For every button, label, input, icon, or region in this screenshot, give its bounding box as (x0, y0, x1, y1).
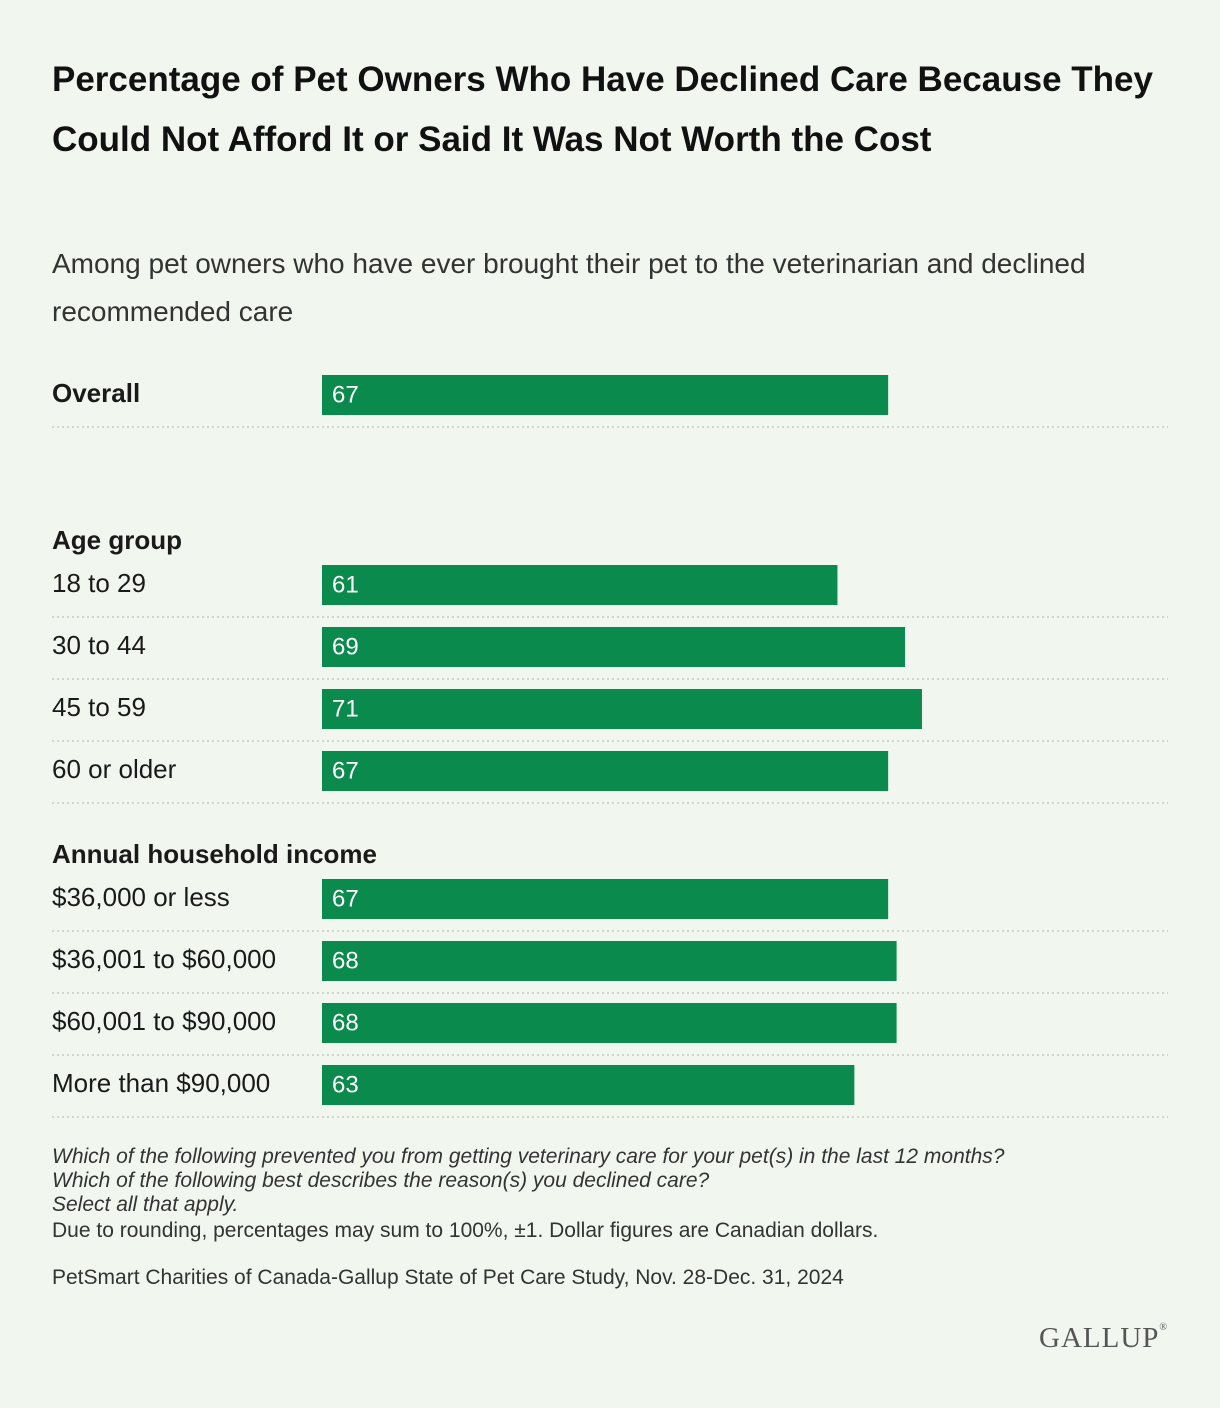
row-label: 60 or older (52, 754, 177, 784)
bar (322, 1065, 855, 1105)
group-header: Annual household income (52, 839, 377, 869)
bar (322, 941, 897, 981)
question-1: Which of the following prevented you fro… (52, 1145, 1005, 1168)
bar-value-label: 61 (332, 571, 359, 598)
bar-value-label: 67 (332, 885, 359, 912)
trademark-mark: ® (1159, 1322, 1168, 1333)
bar-chart: Overall 67 Age group 18 to 29 61 30 to 44 69 45… (52, 375, 1168, 1118)
bar (322, 879, 889, 919)
bar-value-label: 63 (332, 1071, 359, 1098)
bar-value-label: 69 (332, 633, 359, 660)
bar-value-label: 68 (332, 1009, 359, 1036)
bar (322, 627, 906, 667)
question-2: Which of the following best describes th… (52, 1169, 710, 1192)
row-label: $60,001 to $90,000 (52, 1006, 276, 1036)
bar (322, 1003, 897, 1043)
bar-value-label: 68 (332, 947, 359, 974)
row-label: 45 to 59 (52, 692, 146, 722)
chart-subtitle: Among pet owners who have ever brought t… (52, 248, 1086, 327)
bar-value-label: 67 (332, 757, 359, 784)
row-label: 18 to 29 (52, 568, 146, 598)
row-label: $36,000 or less (52, 882, 230, 912)
row-label: $36,001 to $60,000 (52, 944, 276, 974)
chart-notes: Which of the following prevented you fro… (52, 1145, 1192, 1243)
bar-value-label: 71 (332, 695, 359, 722)
group-header: Age group (52, 525, 182, 555)
bar (322, 689, 922, 729)
gallup-logo-text: GALLUP (1039, 1322, 1160, 1354)
question-3: Select all that apply. (52, 1193, 239, 1216)
row-label: 30 to 44 (52, 630, 146, 660)
bar (322, 375, 889, 415)
row-label: Overall (52, 378, 140, 408)
bar (322, 751, 889, 791)
source-note: PetSmart Charities of Canada-Gallup Stat… (52, 1266, 844, 1289)
row-label: More than $90,000 (52, 1068, 270, 1098)
rounding-note: Due to rounding, percentages may sum to … (52, 1219, 879, 1242)
bar (322, 565, 838, 605)
gallup-logo: GALLUP® (1039, 1322, 1168, 1355)
chart-title: Percentage of Pet Owners Who Have Declin… (52, 60, 1153, 159)
bar-value-label: 67 (332, 381, 359, 408)
